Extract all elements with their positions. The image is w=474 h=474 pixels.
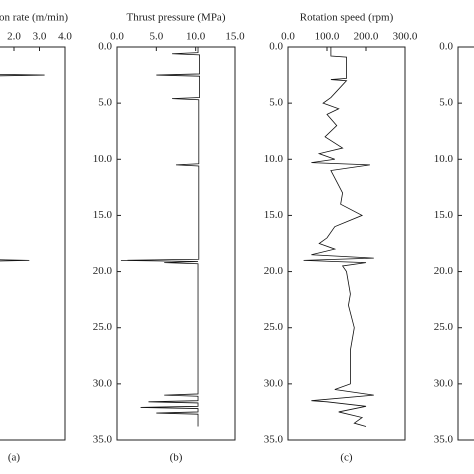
y-tick-label: 30.0 [93, 377, 113, 389]
y-tick-label: 35.0 [264, 434, 284, 446]
data-line [303, 47, 374, 427]
plot-frame [287, 46, 406, 441]
x-tick-label: 10.0 [186, 31, 206, 43]
panel-title: Rotation speed (rpm) [300, 12, 394, 24]
x-tick-label: 200.0 [354, 31, 379, 43]
y-tick-label: 10.0 [434, 153, 454, 165]
y-tick-label: 15.0 [434, 209, 454, 221]
y-tick-label: 5.0 [98, 97, 112, 109]
y-tick-label: 30.0 [264, 377, 284, 389]
x-tick-label: 15.0 [225, 31, 245, 43]
y-tick-label: 25.0 [93, 321, 113, 333]
plot-frame [0, 46, 66, 441]
x-tick-label: 4.0 [58, 31, 72, 43]
y-tick-label: 10.0 [264, 153, 284, 165]
y-tick-label: 5.0 [269, 97, 283, 109]
x-tick-label: 3.0 [33, 31, 47, 43]
panel-title: Penetration rate (m/min) [0, 12, 68, 24]
plot-frame [116, 46, 236, 441]
y-tick-label: 35.0 [93, 434, 113, 446]
data-line [120, 47, 200, 427]
y-tick-label: 5.0 [439, 97, 453, 109]
x-tick-label: 300.0 [393, 31, 418, 43]
y-tick-label: 0.0 [269, 41, 283, 53]
y-tick-label: 0.0 [98, 41, 112, 53]
panel-title: Thrust pressure (MPa) [127, 12, 226, 24]
x-tick-label: 100.0 [315, 31, 340, 43]
x-tick-label: 0.0 [110, 31, 124, 43]
x-tick-label: 0.0 [281, 31, 295, 43]
panel-caption: (a) [8, 452, 21, 464]
y-tick-label: 0.0 [439, 41, 453, 53]
y-tick-label: 20.0 [93, 265, 113, 277]
panel-caption: (b) [170, 452, 183, 464]
y-tick-label: 15.0 [264, 209, 284, 221]
y-tick-label: 25.0 [434, 321, 454, 333]
plot-frame [457, 46, 474, 441]
y-tick-label: 20.0 [434, 265, 454, 277]
y-tick-label: 30.0 [434, 377, 454, 389]
data-line [0, 73, 45, 262]
panel-caption: (c) [340, 452, 353, 464]
x-tick-label: 2.0 [7, 31, 21, 43]
x-tick-label: 5.0 [149, 31, 163, 43]
y-tick-label: 10.0 [93, 153, 113, 165]
y-tick-label: 25.0 [264, 321, 284, 333]
y-tick-label: 35.0 [434, 434, 454, 446]
y-tick-label: 20.0 [264, 265, 284, 277]
y-tick-label: 15.0 [93, 209, 113, 221]
